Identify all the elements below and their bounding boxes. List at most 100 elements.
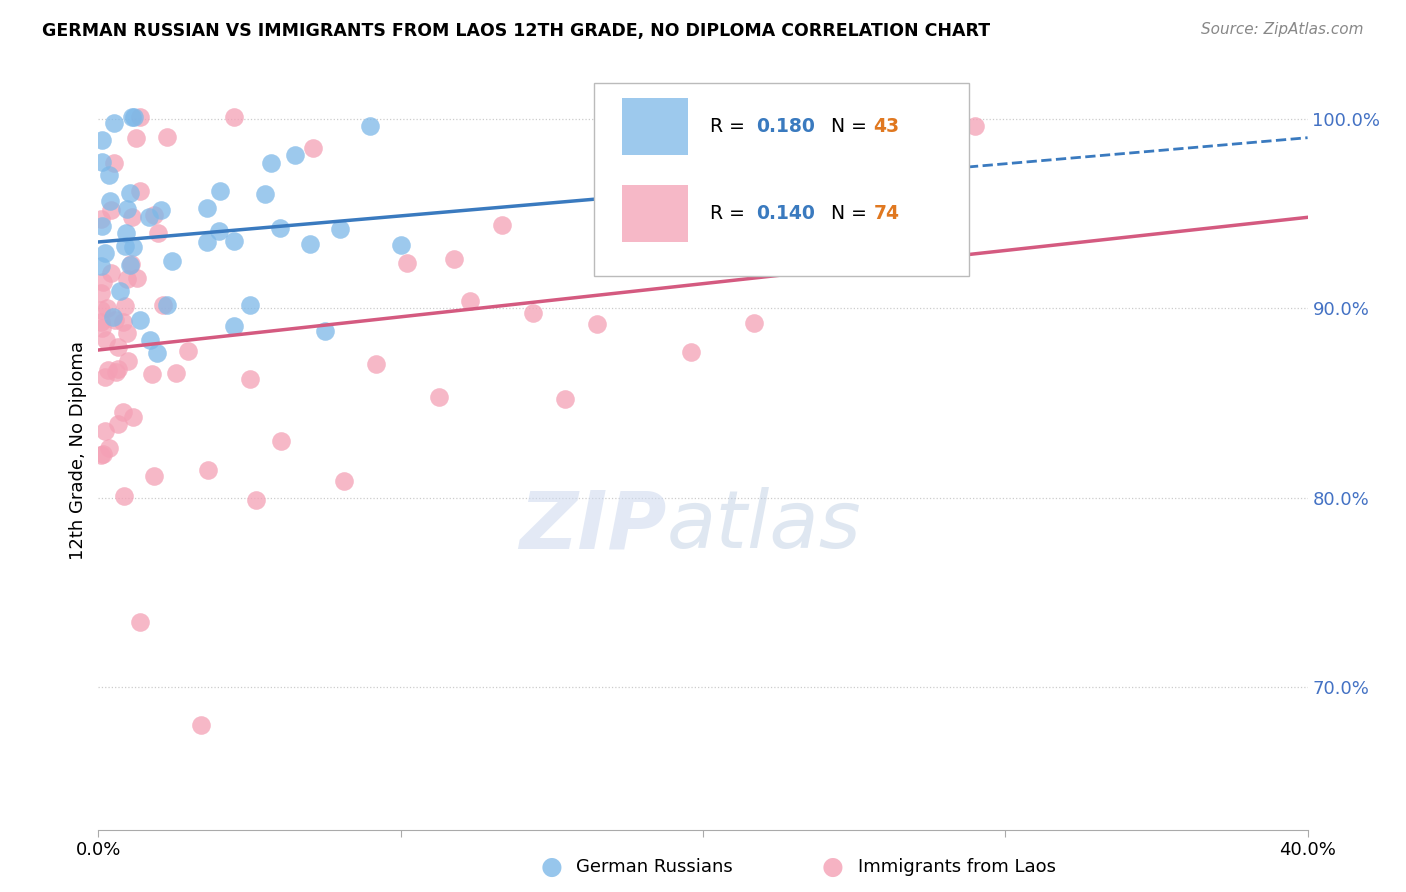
Point: [617, 259, 640, 273]
Point: [98, 442, 121, 456]
Point: [91, 219, 114, 233]
Point: [115, 202, 138, 216]
Point: [90, 316, 112, 330]
Point: [128, 185, 150, 199]
Point: [269, 221, 291, 235]
Point: [156, 298, 179, 312]
Point: [333, 474, 356, 488]
Point: [742, 316, 765, 330]
Point: [108, 285, 131, 299]
Point: [129, 110, 152, 124]
Point: [90, 133, 112, 147]
Point: [96, 301, 118, 315]
Point: [103, 115, 125, 129]
Point: [681, 344, 703, 359]
Point: [491, 218, 513, 232]
Point: [98, 194, 121, 209]
Text: GERMAN RUSSIAN VS IMMIGRANTS FROM LAOS 12TH GRADE, NO DIPLOMA CORRELATION CHART: GERMAN RUSSIAN VS IMMIGRANTS FROM LAOS 1…: [42, 22, 990, 40]
Point: [90, 212, 112, 227]
Point: [115, 272, 138, 286]
Point: [299, 237, 322, 252]
Point: [122, 240, 145, 254]
Point: [239, 297, 262, 311]
Point: [107, 340, 129, 354]
Text: 74: 74: [873, 204, 900, 223]
Point: [90, 286, 112, 301]
Point: [146, 226, 169, 240]
Point: [208, 184, 231, 198]
Point: [90, 448, 112, 462]
Point: [129, 313, 152, 327]
Point: [104, 365, 127, 379]
Point: [190, 718, 212, 732]
Point: [115, 326, 138, 340]
Text: atlas: atlas: [666, 487, 862, 566]
Point: [141, 367, 163, 381]
Text: ●: ●: [821, 855, 844, 879]
Point: [90, 303, 112, 318]
Point: [120, 257, 142, 271]
Point: [129, 615, 152, 629]
Point: [208, 223, 231, 237]
Text: R =: R =: [710, 204, 751, 223]
Point: [114, 226, 136, 240]
Text: Source: ZipAtlas.com: Source: ZipAtlas.com: [1201, 22, 1364, 37]
Point: [118, 258, 141, 272]
Point: [91, 447, 114, 461]
Point: [152, 298, 174, 312]
Point: [711, 110, 734, 124]
Point: [197, 463, 219, 477]
Y-axis label: 12th Grade, No Diploma: 12th Grade, No Diploma: [69, 341, 87, 560]
Text: ●: ●: [540, 855, 562, 879]
Point: [224, 234, 246, 248]
Point: [97, 363, 120, 377]
Point: [94, 245, 117, 260]
Text: 0.140: 0.140: [756, 204, 815, 223]
Point: [90, 321, 112, 335]
Point: [98, 168, 121, 182]
Point: [301, 141, 323, 155]
Point: [121, 210, 143, 224]
Point: [101, 310, 124, 324]
Text: N =: N =: [831, 117, 873, 136]
Text: German Russians: German Russians: [576, 858, 733, 876]
Point: [121, 110, 143, 124]
Text: ZIP: ZIP: [519, 487, 666, 566]
Point: [554, 392, 576, 407]
Point: [253, 187, 276, 202]
Point: [138, 211, 160, 225]
Point: [224, 110, 246, 124]
FancyBboxPatch shape: [621, 98, 689, 155]
Point: [270, 434, 292, 448]
Text: Immigrants from Laos: Immigrants from Laos: [858, 858, 1056, 876]
Point: [648, 124, 671, 138]
Point: [177, 343, 200, 358]
Point: [932, 110, 955, 124]
Point: [165, 366, 187, 380]
Text: 0.180: 0.180: [756, 117, 815, 136]
Point: [806, 110, 828, 124]
Point: [284, 148, 307, 162]
Point: [329, 221, 352, 235]
Point: [107, 417, 129, 432]
Point: [103, 156, 125, 170]
Point: [245, 492, 267, 507]
Point: [139, 334, 162, 348]
Point: [195, 201, 218, 215]
Point: [104, 313, 127, 327]
Point: [156, 129, 179, 144]
Point: [142, 208, 165, 222]
Point: [114, 299, 136, 313]
Point: [427, 390, 450, 404]
Point: [111, 404, 134, 418]
Point: [94, 370, 117, 384]
Point: [585, 317, 607, 331]
Point: [239, 372, 262, 386]
Point: [224, 318, 246, 333]
Point: [124, 110, 146, 124]
Point: [314, 325, 336, 339]
Point: [145, 346, 167, 360]
Point: [260, 156, 283, 170]
Point: [364, 357, 387, 371]
Point: [100, 266, 122, 280]
